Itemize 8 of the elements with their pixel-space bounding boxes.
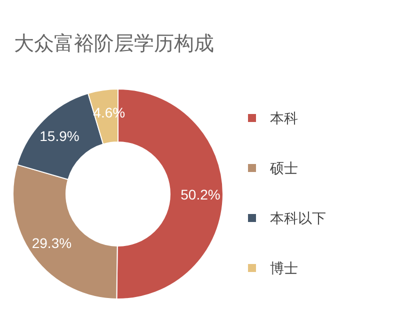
chart-title: 大众富裕阶层学历构成 [14,32,214,55]
data-label: 15.9% [40,128,80,144]
legend-label: 本科 [270,110,298,126]
data-label: 50.2% [180,186,220,203]
legend-label: 博士 [270,260,298,276]
legend-label: 硕士 [269,160,298,176]
legend-label: 本科以下 [270,210,326,226]
data-label: 29.3% [32,235,72,252]
